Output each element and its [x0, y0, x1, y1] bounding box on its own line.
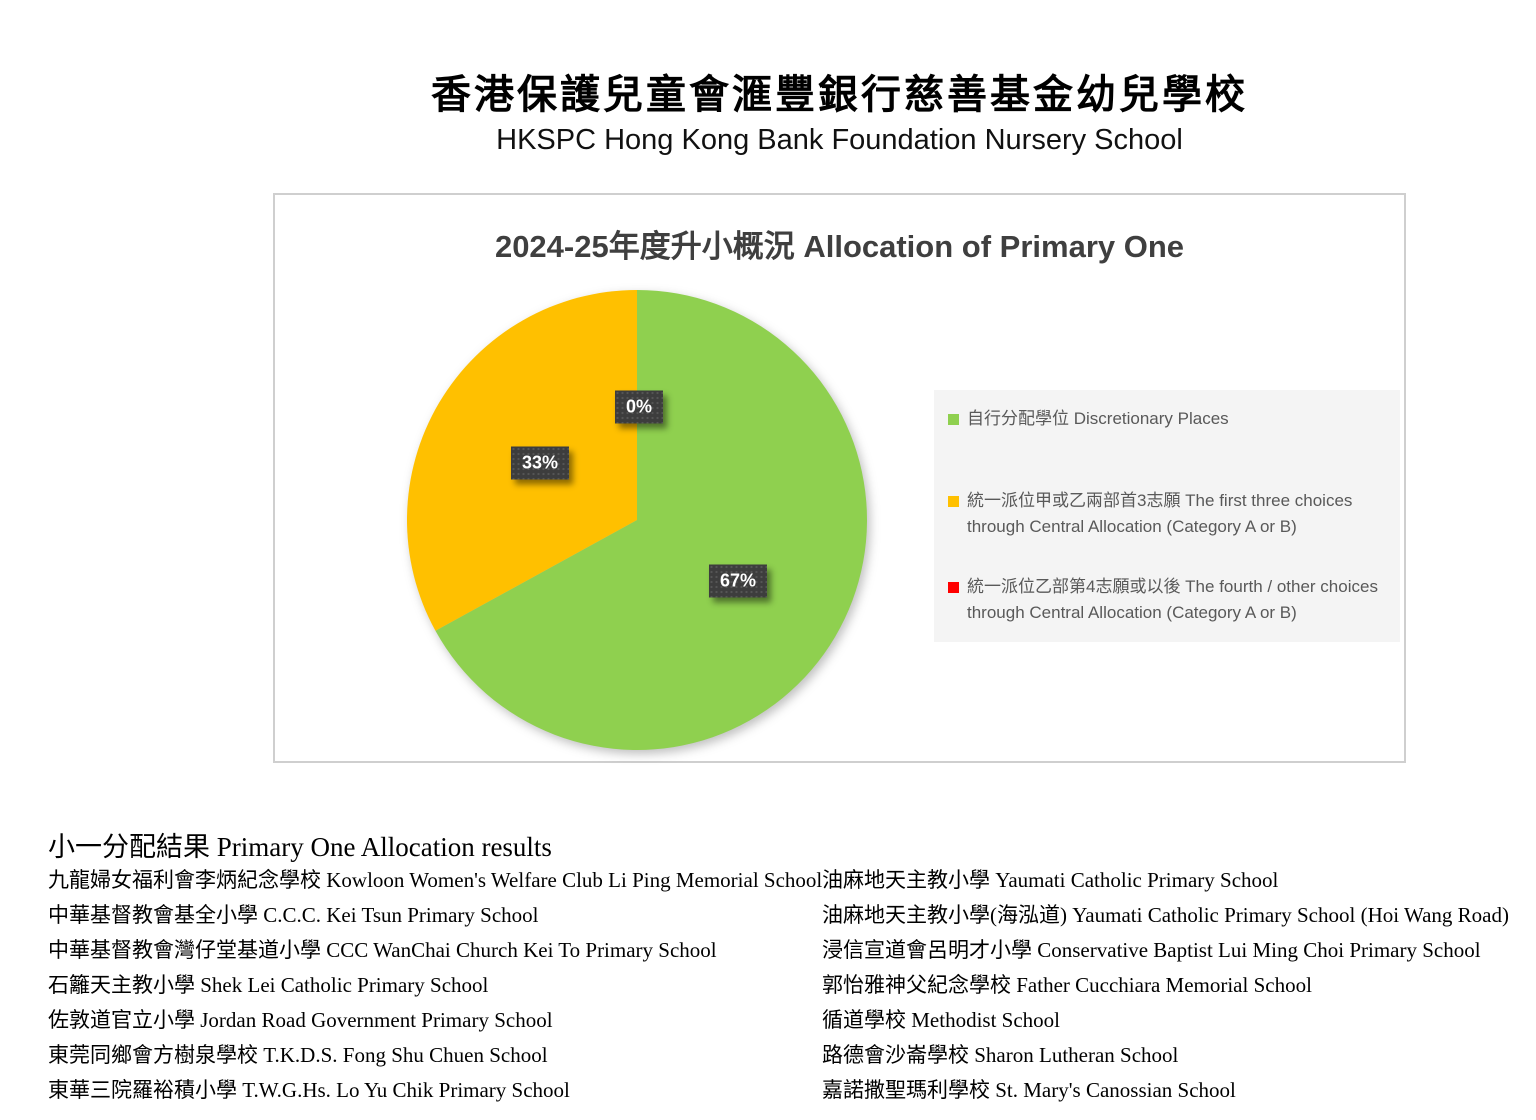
result-row: 九龍婦女福利會李炳紀念學校 Kowloon Women's Welfare Cl…	[48, 868, 823, 892]
pie-data-label: 33%	[510, 446, 570, 480]
result-row: 郭怡雅神父紀念學校 Father Cucchiara Memorial Scho…	[822, 973, 1312, 997]
pie-chart-container: 2024-25年度升小概況 Allocation of Primary One …	[273, 193, 1406, 763]
chart-title: 2024-25年度升小概況 Allocation of Primary One	[494, 229, 1185, 264]
result-row: 嘉諾撒聖瑪利學校 St. Mary's Canossian School	[822, 1078, 1236, 1102]
result-row: 中華基督教會灣仔堂基道小學 CCC WanChai Church Kei To …	[48, 938, 717, 962]
results-left-column: 九龍婦女福利會李炳紀念學校 Kowloon Women's Welfare Cl…	[48, 863, 823, 1108]
pie-data-label: 0%	[614, 390, 664, 424]
legend-label: 自行分配學位 Discretionary Places	[967, 409, 1229, 428]
pie-slice	[435, 290, 867, 750]
result-row: 東華三院羅裕積小學 T.W.G.Hs. Lo Yu Chik Primary S…	[48, 1078, 570, 1102]
result-row: 油麻地天主教小學 Yaumati Catholic Primary School	[822, 868, 1279, 892]
result-row: 浸信宣道會呂明才小學 Conservative Baptist Lui Ming…	[822, 938, 1481, 962]
result-row: 循道學校 Methodist School	[822, 1008, 1061, 1032]
page-subtitle: HKSPC Hong Kong Bank Foundation Nursery …	[496, 124, 1183, 156]
legend-label: 統一派位甲或乙兩部首3志願 The first three choices th…	[967, 491, 1353, 536]
result-row: 東莞同鄉會方樹泉學校 T.K.D.S. Fong Shu Chuen Schoo…	[48, 1043, 548, 1067]
result-row: 佐敦道官立小學 Jordan Road Government Primary S…	[48, 1008, 553, 1032]
legend-label: 統一派位乙部第4志願或以後 The fourth / other choices…	[967, 577, 1378, 622]
chart-legend: 自行分配學位 Discretionary Places 統一派位甲或乙兩部首3志願…	[934, 390, 1400, 642]
results-right-column: 油麻地天主教小學 Yaumati Catholic Primary School…	[822, 863, 1532, 1108]
legend-item: 自行分配學位 Discretionary Places	[948, 406, 1390, 432]
pie-data-label: 67%	[708, 564, 767, 598]
result-row: 油麻地天主教小學(海泓道) Yaumati Catholic Primary S…	[822, 903, 1509, 927]
legend-item: 統一派位甲或乙兩部首3志願 The first three choices th…	[948, 488, 1390, 540]
legend-marker-icon	[948, 496, 959, 507]
result-row: 中華基督教會基全小學 C.C.C. Kei Tsun Primary Schoo…	[48, 903, 539, 927]
results-heading: 小一分配結果 Primary One Allocation results	[48, 832, 552, 862]
result-row: 路德會沙崙學校 Sharon Lutheran School	[822, 1043, 1179, 1067]
page-title: 香港保護兒童會滙豐銀行慈善基金幼兒學校	[431, 71, 1248, 118]
legend-item: 統一派位乙部第4志願或以後 The fourth / other choices…	[948, 574, 1390, 626]
legend-marker-icon	[948, 582, 959, 593]
result-row: 石籬天主教小學 Shek Lei Catholic Primary School	[48, 973, 489, 997]
legend-marker-icon	[948, 414, 959, 425]
